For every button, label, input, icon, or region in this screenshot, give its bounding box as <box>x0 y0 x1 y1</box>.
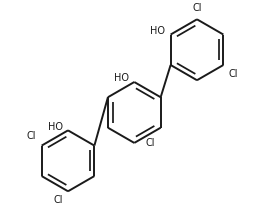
Text: Cl: Cl <box>53 195 63 205</box>
Text: HO: HO <box>150 26 165 36</box>
Text: Cl: Cl <box>27 131 36 141</box>
Text: Cl: Cl <box>146 138 156 148</box>
Text: Cl: Cl <box>192 3 202 13</box>
Text: HO: HO <box>114 73 129 83</box>
Text: HO: HO <box>48 122 63 132</box>
Text: Cl: Cl <box>229 69 238 79</box>
